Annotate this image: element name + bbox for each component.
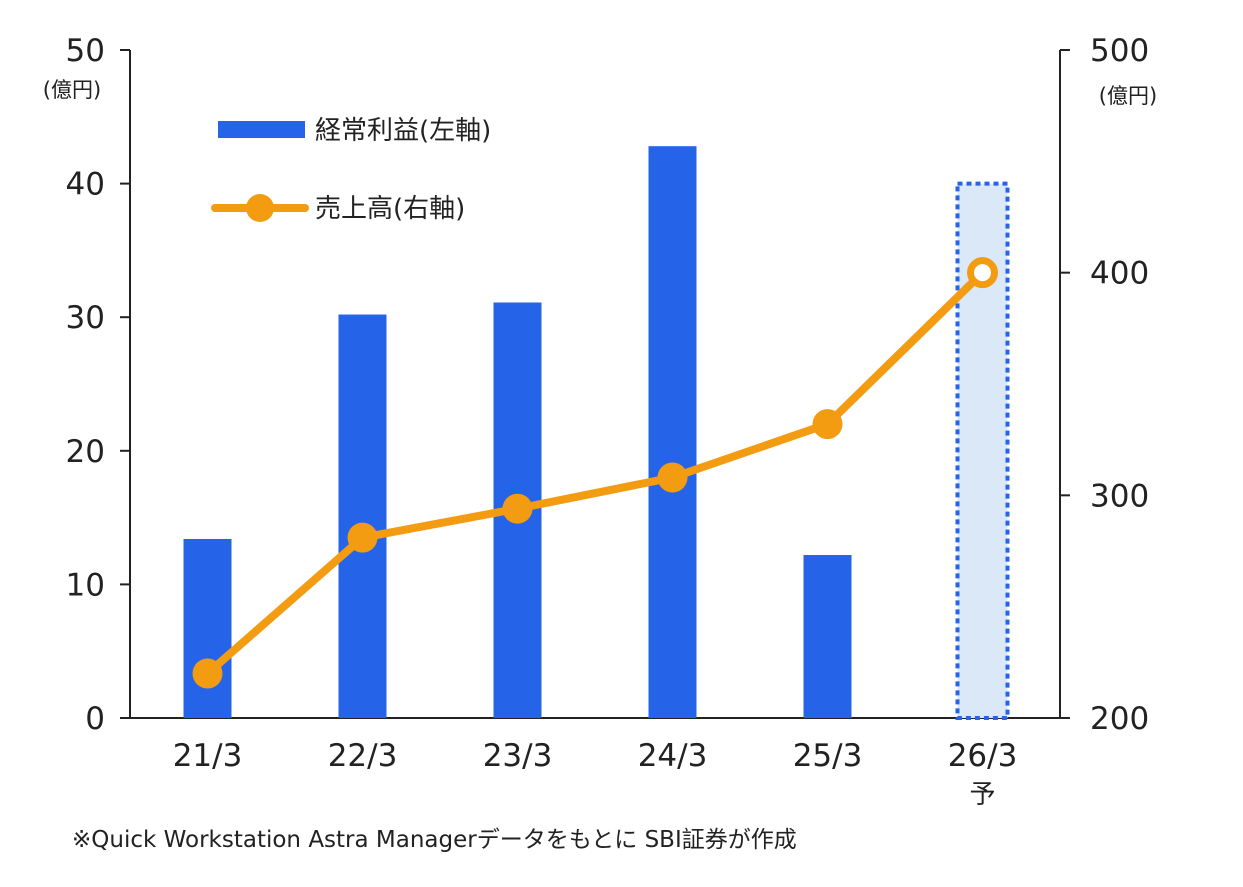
- left-tick-label: 0: [85, 701, 105, 737]
- legend: 経常利益(左軸) 売上高(右軸): [211, 116, 491, 224]
- x-tick-label: 26/3: [948, 738, 1018, 774]
- right-tick-label: 400: [1090, 256, 1149, 292]
- right-tick-label: 200: [1090, 701, 1149, 737]
- left-tick-label: 50: [66, 33, 105, 69]
- axes: 0 10 20 30 40 50 200 300 400 500: [66, 33, 1150, 737]
- sales-line-path: [204, 269, 986, 677]
- right-tick-label: 500: [1090, 33, 1149, 69]
- left-tick-label: 30: [66, 300, 105, 336]
- x-axis-labels: 21/3 22/3 23/3 24/3 25/3 26/3 予: [173, 738, 1018, 810]
- x-tick-label: 25/3: [793, 738, 863, 774]
- line-point: [502, 493, 533, 524]
- sales-line: [192, 257, 998, 689]
- left-tick-label: 10: [66, 567, 105, 603]
- x-tick-label: 23/3: [483, 738, 553, 774]
- footnote: ※Quick Workstation Astra Managerデータをもとに …: [72, 827, 797, 853]
- bars: [183, 146, 1010, 721]
- x-tick-label: 22/3: [328, 738, 398, 774]
- bar: [338, 314, 387, 718]
- left-tick-label: 40: [66, 167, 105, 203]
- x-tick-label: 21/3: [173, 738, 243, 774]
- legend-line-marker: [246, 194, 274, 222]
- legend-bar-label: 経常利益(左軸): [315, 116, 491, 146]
- line-point: [657, 462, 688, 493]
- bar: [803, 555, 852, 718]
- line-point: [192, 658, 223, 689]
- right-tick-label: 300: [1090, 478, 1149, 514]
- legend-line-label: 売上高(右軸): [315, 194, 465, 224]
- line-point: [347, 522, 378, 553]
- bar: [648, 146, 697, 718]
- forecast-point: [967, 257, 998, 289]
- left-axis-unit: (億円): [43, 78, 101, 102]
- right-axis-unit: (億円): [1099, 84, 1157, 108]
- line-point: [812, 409, 843, 440]
- bar: [183, 538, 232, 718]
- x-tick-label: 24/3: [638, 738, 708, 774]
- left-tick-label: 20: [66, 434, 105, 470]
- x-tick-sublabel: 予: [969, 780, 995, 810]
- legend-bar-swatch: [218, 121, 305, 138]
